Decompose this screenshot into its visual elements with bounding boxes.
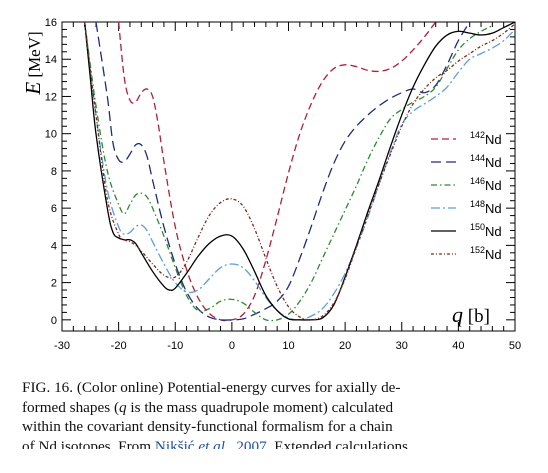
x-tick-label: 10 (282, 340, 294, 352)
legend: 142Nd 144Nd 146Nd 148Nd 150Nd 152Nd (431, 130, 502, 262)
series-line-148-nd (84, 22, 515, 321)
y-axis: 0 2 4 6 8 10 12 14 16 (45, 17, 515, 327)
x-tick-label: 30 (396, 340, 408, 352)
y-tick-label: 0 (51, 315, 57, 327)
y-tick-label: 10 (45, 129, 57, 141)
series-line-144-nd (95, 22, 471, 321)
caption-symbol-q: q (119, 398, 127, 416)
y-tick-label: 4 (51, 240, 57, 252)
x-axis-title: q [b] (452, 302, 490, 327)
series-line-150-nd (84, 22, 515, 321)
legend-label-146-nd: 146Nd (470, 176, 502, 193)
caption-text: FIG. 16. (Color online) Potential-energy… (22, 379, 401, 396)
x-tick-label: 20 (339, 340, 351, 352)
x-axis-unit: [b] (463, 306, 490, 327)
legend-label-144-nd: 144Nd (470, 153, 502, 170)
y-tick-label: 14 (45, 54, 57, 66)
citation-link[interactable]: Nikšić et al., 2007 (154, 437, 267, 449)
x-tick-label: 40 (452, 340, 464, 352)
caption-line-4: of Nd isotopes. From Nikšić et al., 2007… (22, 437, 527, 449)
legend-label-152-nd: 152Nd (470, 245, 502, 262)
legend-label-142-nd: 142Nd (470, 130, 502, 147)
legend-label-150-nd: 150Nd (470, 222, 502, 239)
y-tick-label: 16 (45, 17, 57, 29)
series-line-152-nd (84, 22, 515, 321)
y-axis-symbol: E (21, 82, 45, 96)
x-axis-symbol: q (452, 302, 463, 327)
series-layer (84, 22, 515, 322)
caption-line-1: FIG. 16. (Color online) Potential-energy… (22, 378, 527, 398)
x-tick-label: -10 (167, 340, 183, 352)
x-tick-label: -30 (54, 340, 70, 352)
caption-text: within the covariant density-functional … (22, 418, 393, 435)
y-axis-unit: [MeV] (25, 31, 44, 82)
y-tick-label: 2 (51, 278, 57, 290)
caption-text: is the mass quadrupole moment) calculate… (126, 398, 394, 416)
caption-text: . Extended calculations (266, 437, 408, 449)
y-tick-label: 8 (51, 166, 57, 178)
y-tick-label: 12 (45, 91, 57, 103)
caption-line-3: within the covariant density-functional … (22, 417, 527, 437)
figure-caption: FIG. 16. (Color online) Potential-energy… (22, 378, 527, 449)
x-tick-label: 0 (229, 340, 235, 352)
x-axis: -30 -20 -10 0 10 20 30 40 50 (54, 22, 521, 352)
x-tick-label: 50 (509, 340, 521, 352)
y-tick-label: 6 (51, 203, 57, 215)
legend-label-148-nd: 148Nd (470, 199, 502, 216)
caption-text: of Nd isotopes. From (22, 437, 155, 449)
caption-text: formed shapes ( (22, 398, 119, 416)
series-line-146-nd (84, 22, 493, 322)
x-tick-label: -20 (111, 340, 127, 352)
series-line-142-nd (117, 22, 437, 322)
y-axis-title: E [MeV] (21, 31, 45, 95)
caption-line-2: formed shapes (q is the mass quadrupole … (22, 398, 527, 418)
